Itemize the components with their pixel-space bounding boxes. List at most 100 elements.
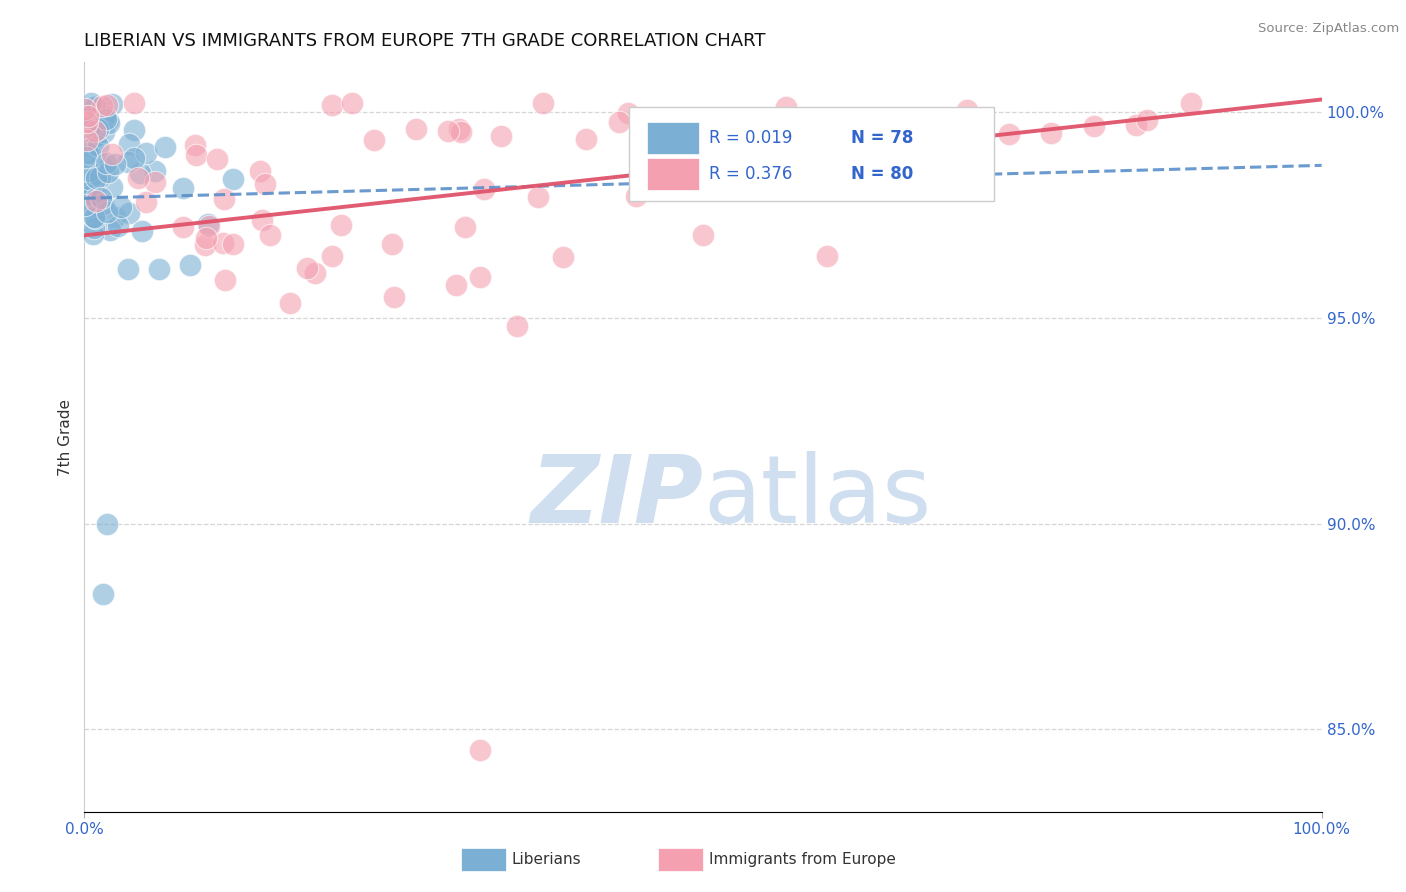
Point [470,269,492,284]
Point [89,170,111,185]
Point [84,168,107,182]
Point [98,223,121,237]
Point [194,237,217,252]
Point [86,128,108,142]
Point [83,100,105,114]
Point [321,249,343,263]
Point [135,145,157,160]
Point [73,102,96,116]
Point [83,211,105,225]
Point [122,151,145,165]
Point [97,165,120,179]
Text: atlas: atlas [703,451,931,543]
Point [212,192,235,206]
Point [86,120,108,134]
Point [607,115,630,129]
Point [79,146,101,161]
Point [104,157,127,171]
Y-axis label: 7th Grade: 7th Grade [58,399,73,475]
Point [437,124,460,138]
Point [222,236,245,251]
Point [96,205,118,219]
Point [184,138,207,153]
Point [1083,119,1105,133]
Point [381,236,404,251]
Point [124,95,146,110]
Point [278,296,301,310]
Point [84,129,107,144]
Point [295,261,318,276]
Point [77,145,100,160]
Point [744,116,766,130]
FancyBboxPatch shape [628,107,994,201]
Point [575,132,598,146]
Point [249,164,271,178]
Point [96,516,118,531]
Point [83,211,105,225]
Point [153,140,176,154]
Text: R = 0.019: R = 0.019 [709,129,793,147]
Point [82,182,104,196]
Point [76,115,98,129]
Point [198,219,221,233]
Point [83,220,105,235]
Point [75,120,97,134]
Point [118,136,141,151]
Point [76,120,98,134]
Point [91,197,114,211]
Point [90,157,112,171]
Text: Immigrants from Europe: Immigrants from Europe [709,853,896,867]
Point [870,112,893,126]
Point [77,172,100,186]
Point [117,154,139,169]
Point [444,277,467,292]
Point [148,262,170,277]
Point [84,100,107,114]
Point [75,186,97,201]
Point [87,101,110,115]
Point [110,200,132,214]
Point [382,290,405,304]
Point [80,95,103,110]
Point [172,180,194,194]
Text: N = 78: N = 78 [852,129,914,147]
Point [82,227,104,242]
Point [135,195,157,210]
Point [775,99,797,113]
Point [690,119,713,133]
Point [1125,118,1147,132]
Point [103,210,125,224]
Point [107,219,129,233]
Point [77,163,100,178]
Point [526,190,548,204]
Point [222,171,245,186]
Point [79,187,101,202]
Point [659,130,682,145]
Point [77,122,100,136]
Point [84,191,107,205]
Point [551,250,574,264]
Point [87,122,110,136]
Point [101,97,124,112]
Point [924,129,946,144]
Point [1040,126,1063,140]
Point [702,119,724,133]
Point [127,171,149,186]
Point [96,98,118,112]
Point [83,124,105,138]
Point [211,235,233,250]
Point [77,109,100,123]
Point [75,184,97,198]
Point [470,743,492,757]
Point [956,103,979,118]
Point [73,120,96,135]
Point [94,109,117,123]
Point [118,206,141,220]
Point [454,220,477,235]
Point [998,127,1021,141]
Point [86,208,108,222]
Point [186,148,208,162]
Point [250,213,273,227]
Text: Source: ZipAtlas.com: Source: ZipAtlas.com [1258,22,1399,36]
Point [786,126,808,140]
